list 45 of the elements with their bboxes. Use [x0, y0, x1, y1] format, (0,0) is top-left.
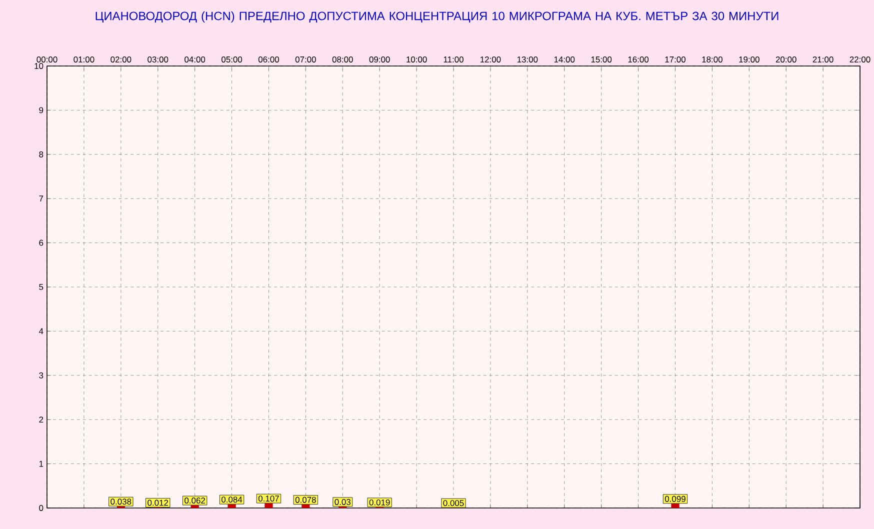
data-label: 0.03: [334, 498, 351, 505]
x-tick-label: 18:00: [702, 56, 722, 62]
y-tick-label: 7: [39, 196, 44, 202]
data-label: 0.107: [258, 496, 279, 502]
x-tick-label: 21:00: [812, 56, 834, 62]
data-label: 0.005: [443, 500, 464, 506]
x-tick-label: 15:00: [591, 56, 612, 62]
x-tick-label: 02:00: [110, 56, 132, 62]
x-tick-label: 06:00: [258, 56, 279, 62]
x-tick-label: 07:00: [295, 56, 316, 62]
x-tick-label: 09:00: [369, 56, 390, 62]
data-label: 0.084: [222, 496, 242, 503]
x-tick-label: 16:00: [628, 56, 649, 62]
x-tick-label: 08:00: [332, 56, 353, 62]
x-tick-label: 22:00: [850, 56, 870, 62]
y-tick-label: 8: [39, 151, 44, 158]
y-tick-label: 4: [38, 328, 44, 334]
y-tick-label: 0: [39, 504, 44, 511]
data-label: 0.012: [148, 500, 168, 506]
x-tick-label: 10:00: [406, 56, 427, 62]
chart-title: ЦИАНОВОДОРОД (HCN) ПРЕДЕЛНО ДОПУСТИМА КОНЦЕНТРАЦИЯ 10 МИКРОГРАМА НА КУБ. МЕТЪР ЗА 30 МИНУТИ: [96, 11, 778, 23]
y-tick-label: 5: [39, 284, 44, 290]
data-label: 0.078: [295, 496, 316, 503]
y-tick-label: 1: [39, 460, 44, 467]
data-label: 0.099: [664, 496, 686, 502]
y-tick-label: 9: [39, 107, 44, 114]
x-tick-label: 00:00: [36, 56, 58, 62]
x-tick-label: 14:00: [554, 56, 575, 62]
x-tick-label: 13:00: [517, 56, 538, 62]
x-tick-label: 20:00: [776, 56, 796, 62]
y-tick-label: 2: [39, 416, 44, 423]
x-tick-label: 11:00: [444, 56, 464, 62]
x-tick-label: 17:00: [665, 56, 686, 62]
y-tick-label: 3: [39, 372, 44, 378]
x-tick-label: 03:00: [148, 56, 168, 62]
x-tick-label: 05:00: [222, 56, 242, 62]
data-label: 0.019: [369, 499, 390, 506]
data-label: 0.062: [184, 498, 205, 504]
data-label: 0.038: [110, 498, 132, 505]
y-tick-label: 6: [39, 240, 44, 246]
x-tick-label: 01:00: [74, 56, 94, 62]
x-tick-label: 04:00: [184, 56, 206, 62]
x-tick-label: 12:00: [480, 56, 501, 62]
y-tick-label: 10: [34, 62, 44, 69]
x-tick-label: 19:00: [739, 56, 760, 62]
